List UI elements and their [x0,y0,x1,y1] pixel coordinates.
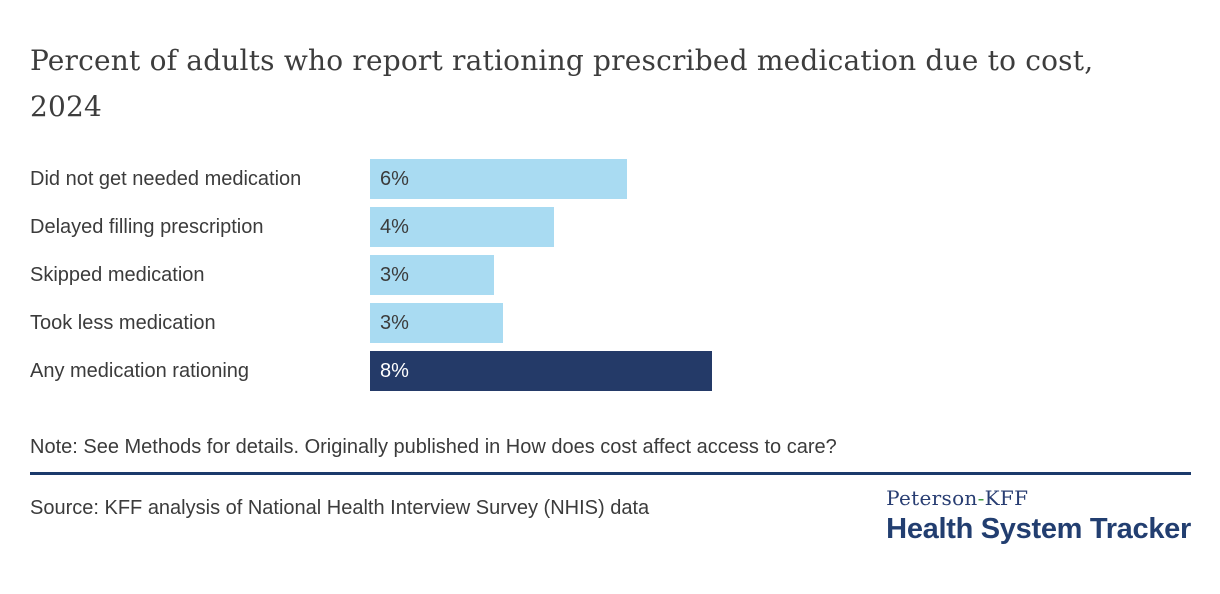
category-label: Took less medication [30,311,216,334]
bar-value-label: 4% [380,215,409,238]
brand-peterson-kff: Peterson-KFF [886,486,1191,510]
chart-row: Took less medication 3% [30,303,1191,343]
bar: 4% [370,207,554,247]
chart-row: Skipped medication 3% [30,255,1191,295]
bar: 8% [370,351,712,391]
source-text: Source: KFF analysis of National Health … [30,497,650,519]
category-label: Delayed filling prescription [30,215,264,238]
footer: Source: KFF analysis of National Health … [30,475,1191,546]
divider [30,472,1191,475]
chart: Did not get needed medication 6% Delayed… [30,159,1191,391]
note-text: Note: See Methods for details. Originall… [30,436,837,458]
brand-hyphen: - [977,486,985,510]
bar: 3% [370,255,494,295]
bar: 6% [370,159,627,199]
chart-row: Any medication rationing 8% [30,351,1191,391]
brand-peterson: Peterson [886,486,978,510]
chart-row: Delayed filling prescription 4% [30,207,1191,247]
bar: 3% [370,303,503,343]
peterson-kff-logo: Peterson-KFF Health System Tracker [886,486,1191,546]
chart-row: Did not get needed medication 6% [30,159,1191,199]
brand-kff: KFF [984,486,1029,510]
page-title: Percent of adults who report rationing p… [30,44,1094,123]
bar-value-label: 8% [380,359,409,382]
category-label: Any medication rationing [30,359,250,382]
category-label: Skipped medication [30,263,205,286]
bar-value-label: 3% [380,263,409,286]
bar-value-label: 3% [380,311,409,334]
bar-value-label: 6% [380,167,409,190]
category-label: Did not get needed medication [30,167,302,190]
brand-health-system-tracker: Health System Tracker [886,513,1191,545]
